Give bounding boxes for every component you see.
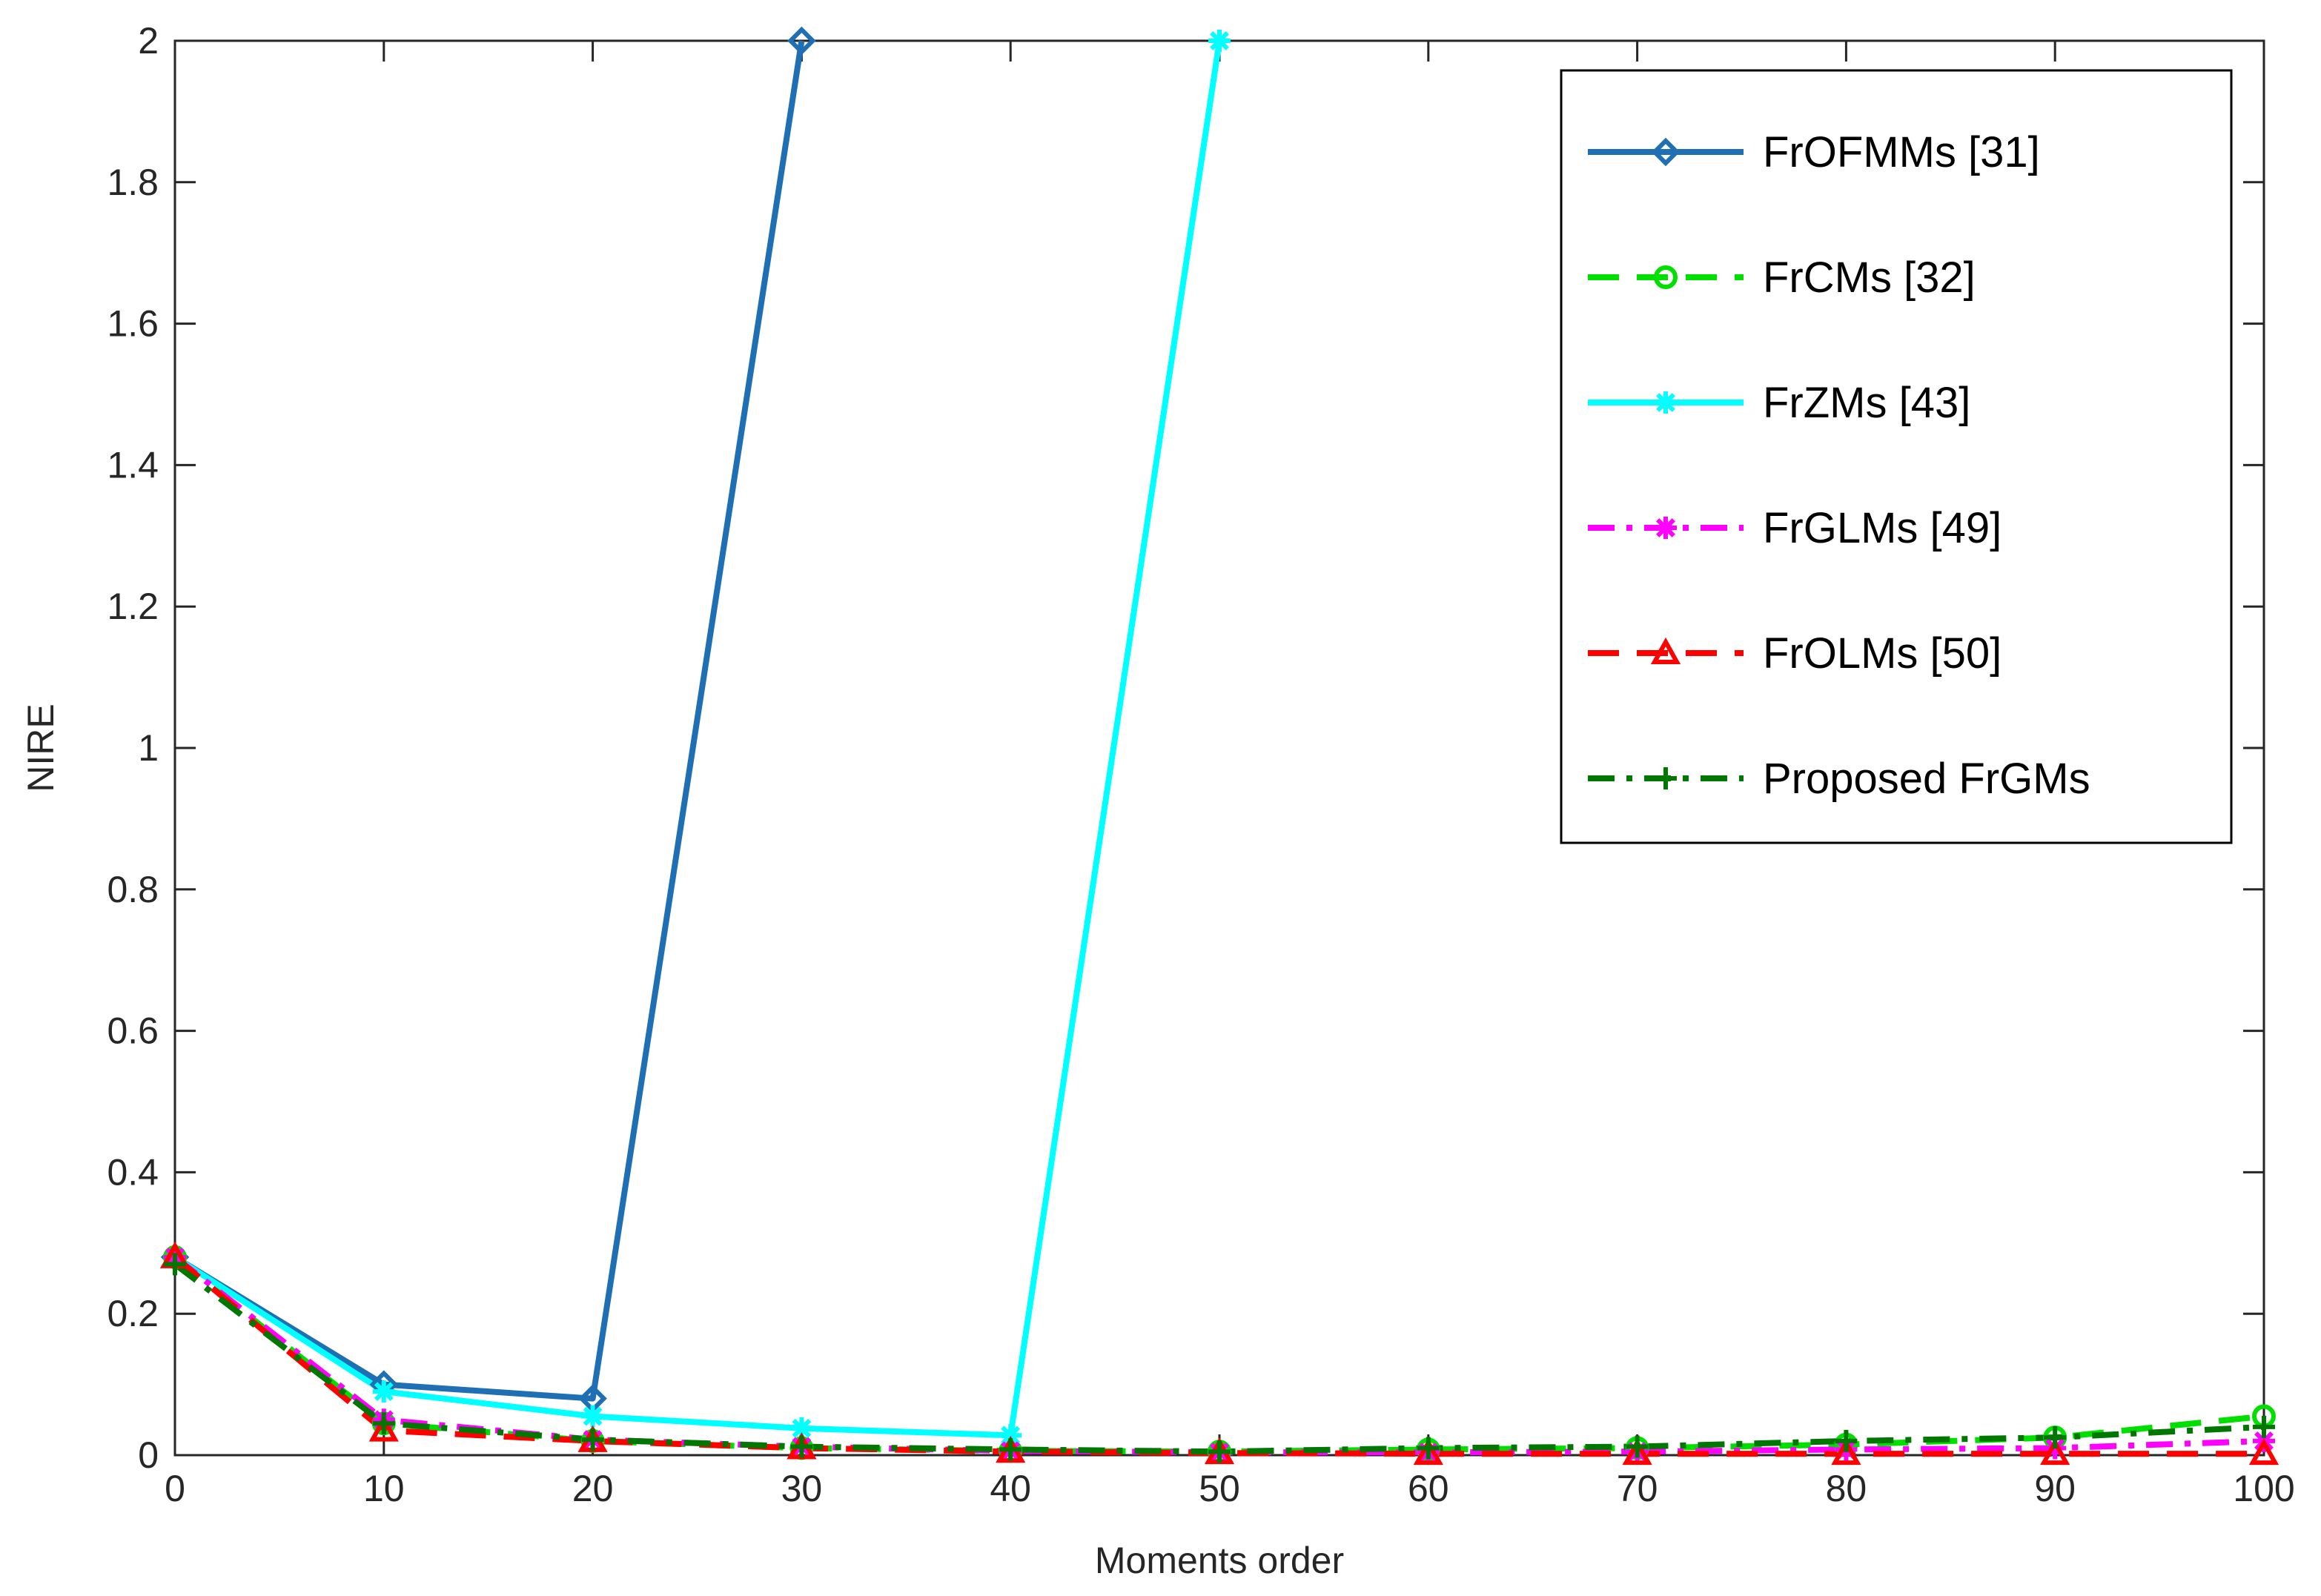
tick-labels: 0 10 20 30 40 50 60 70 80 90 100 0 0.2 0.4 0.6 0.8 1 1.2 1… [107,20,2294,1509]
x-tick-label: 0 [165,1468,185,1509]
legend-label: FrZMs [43] [1763,379,1970,427]
y-tick-label: 1.2 [107,586,159,627]
y-tick-label: 1 [138,727,159,769]
x-tick-label: 100 [2233,1468,2294,1509]
data-point [2253,1415,2275,1438]
x-tick-label: 60 [1408,1468,1449,1509]
data-point [790,1435,813,1458]
legend-label: FrOFMMs [31] [1763,128,2040,176]
legend-box [1560,69,2233,844]
legend: FrOFMMs [31] FrCMs [32] FrZMs [43] FrGLMs [… [1560,69,2233,844]
data-point [999,1424,1022,1447]
legend-label: FrGLMs [49] [1763,504,2002,552]
y-tick-label: 1.4 [107,444,159,486]
data-point [1835,1429,1858,1452]
data-point [1208,1440,1231,1463]
legend-label: FrCMs [32] [1763,254,1976,302]
x-tick-label: 90 [2034,1468,2076,1509]
y-tick-label: 1.6 [107,303,159,345]
y-tick-label: 0.2 [107,1293,159,1334]
legend-marker [1655,767,1677,789]
series-line-5 [173,1262,2265,1455]
y-tick-label: 0 [138,1434,159,1476]
y-tick-label: 0.6 [107,1010,159,1052]
data-point [1417,1437,1440,1460]
series-line-2 [173,40,1222,1439]
data-point [372,1380,395,1403]
x-tick-label: 10 [363,1468,405,1509]
data-point [581,1428,604,1451]
data-point [787,26,816,56]
y-tick-label: 0.8 [107,869,159,910]
data-point [164,1253,186,1276]
series-markers [159,26,2279,1466]
y-tick-label: 2 [138,20,159,62]
legend-marker [1650,637,1681,664]
series-line-0 [173,40,805,1402]
data-point [2040,1437,2070,1466]
legend-label: Proposed FrGMs [1763,755,2090,803]
y-tick-label: 1.8 [107,162,159,203]
data-point [2248,1437,2279,1466]
data-point [2044,1426,2067,1449]
x-tick-label: 30 [781,1468,823,1509]
x-tick-label: 80 [1826,1468,1867,1509]
data-point [372,1412,395,1435]
legend-label: FrOLMs [50] [1763,629,2002,678]
data-point [1413,1437,1443,1466]
data-point [999,1438,1022,1461]
y-axis-title: NIRE [20,703,62,792]
data-point [790,1417,813,1440]
data-point [1626,1435,1649,1458]
y-tick-label: 0.4 [107,1151,159,1193]
legend-marker [1654,265,1678,289]
x-tick-label: 70 [1617,1468,1658,1509]
data-point [1831,1437,1861,1466]
legend-marker [1651,137,1681,167]
x-tick-label: 20 [572,1468,614,1509]
x-tick-label: 40 [990,1468,1031,1509]
x-tick-label: 50 [1199,1468,1240,1509]
data-point [581,1405,604,1428]
data-point [1208,30,1231,52]
data-point [1622,1437,1652,1466]
x-axis-title: Moments order [1095,1540,1344,1581]
legend-marker [1655,391,1677,414]
data-point [368,1414,399,1442]
legend-marker [1655,517,1677,539]
